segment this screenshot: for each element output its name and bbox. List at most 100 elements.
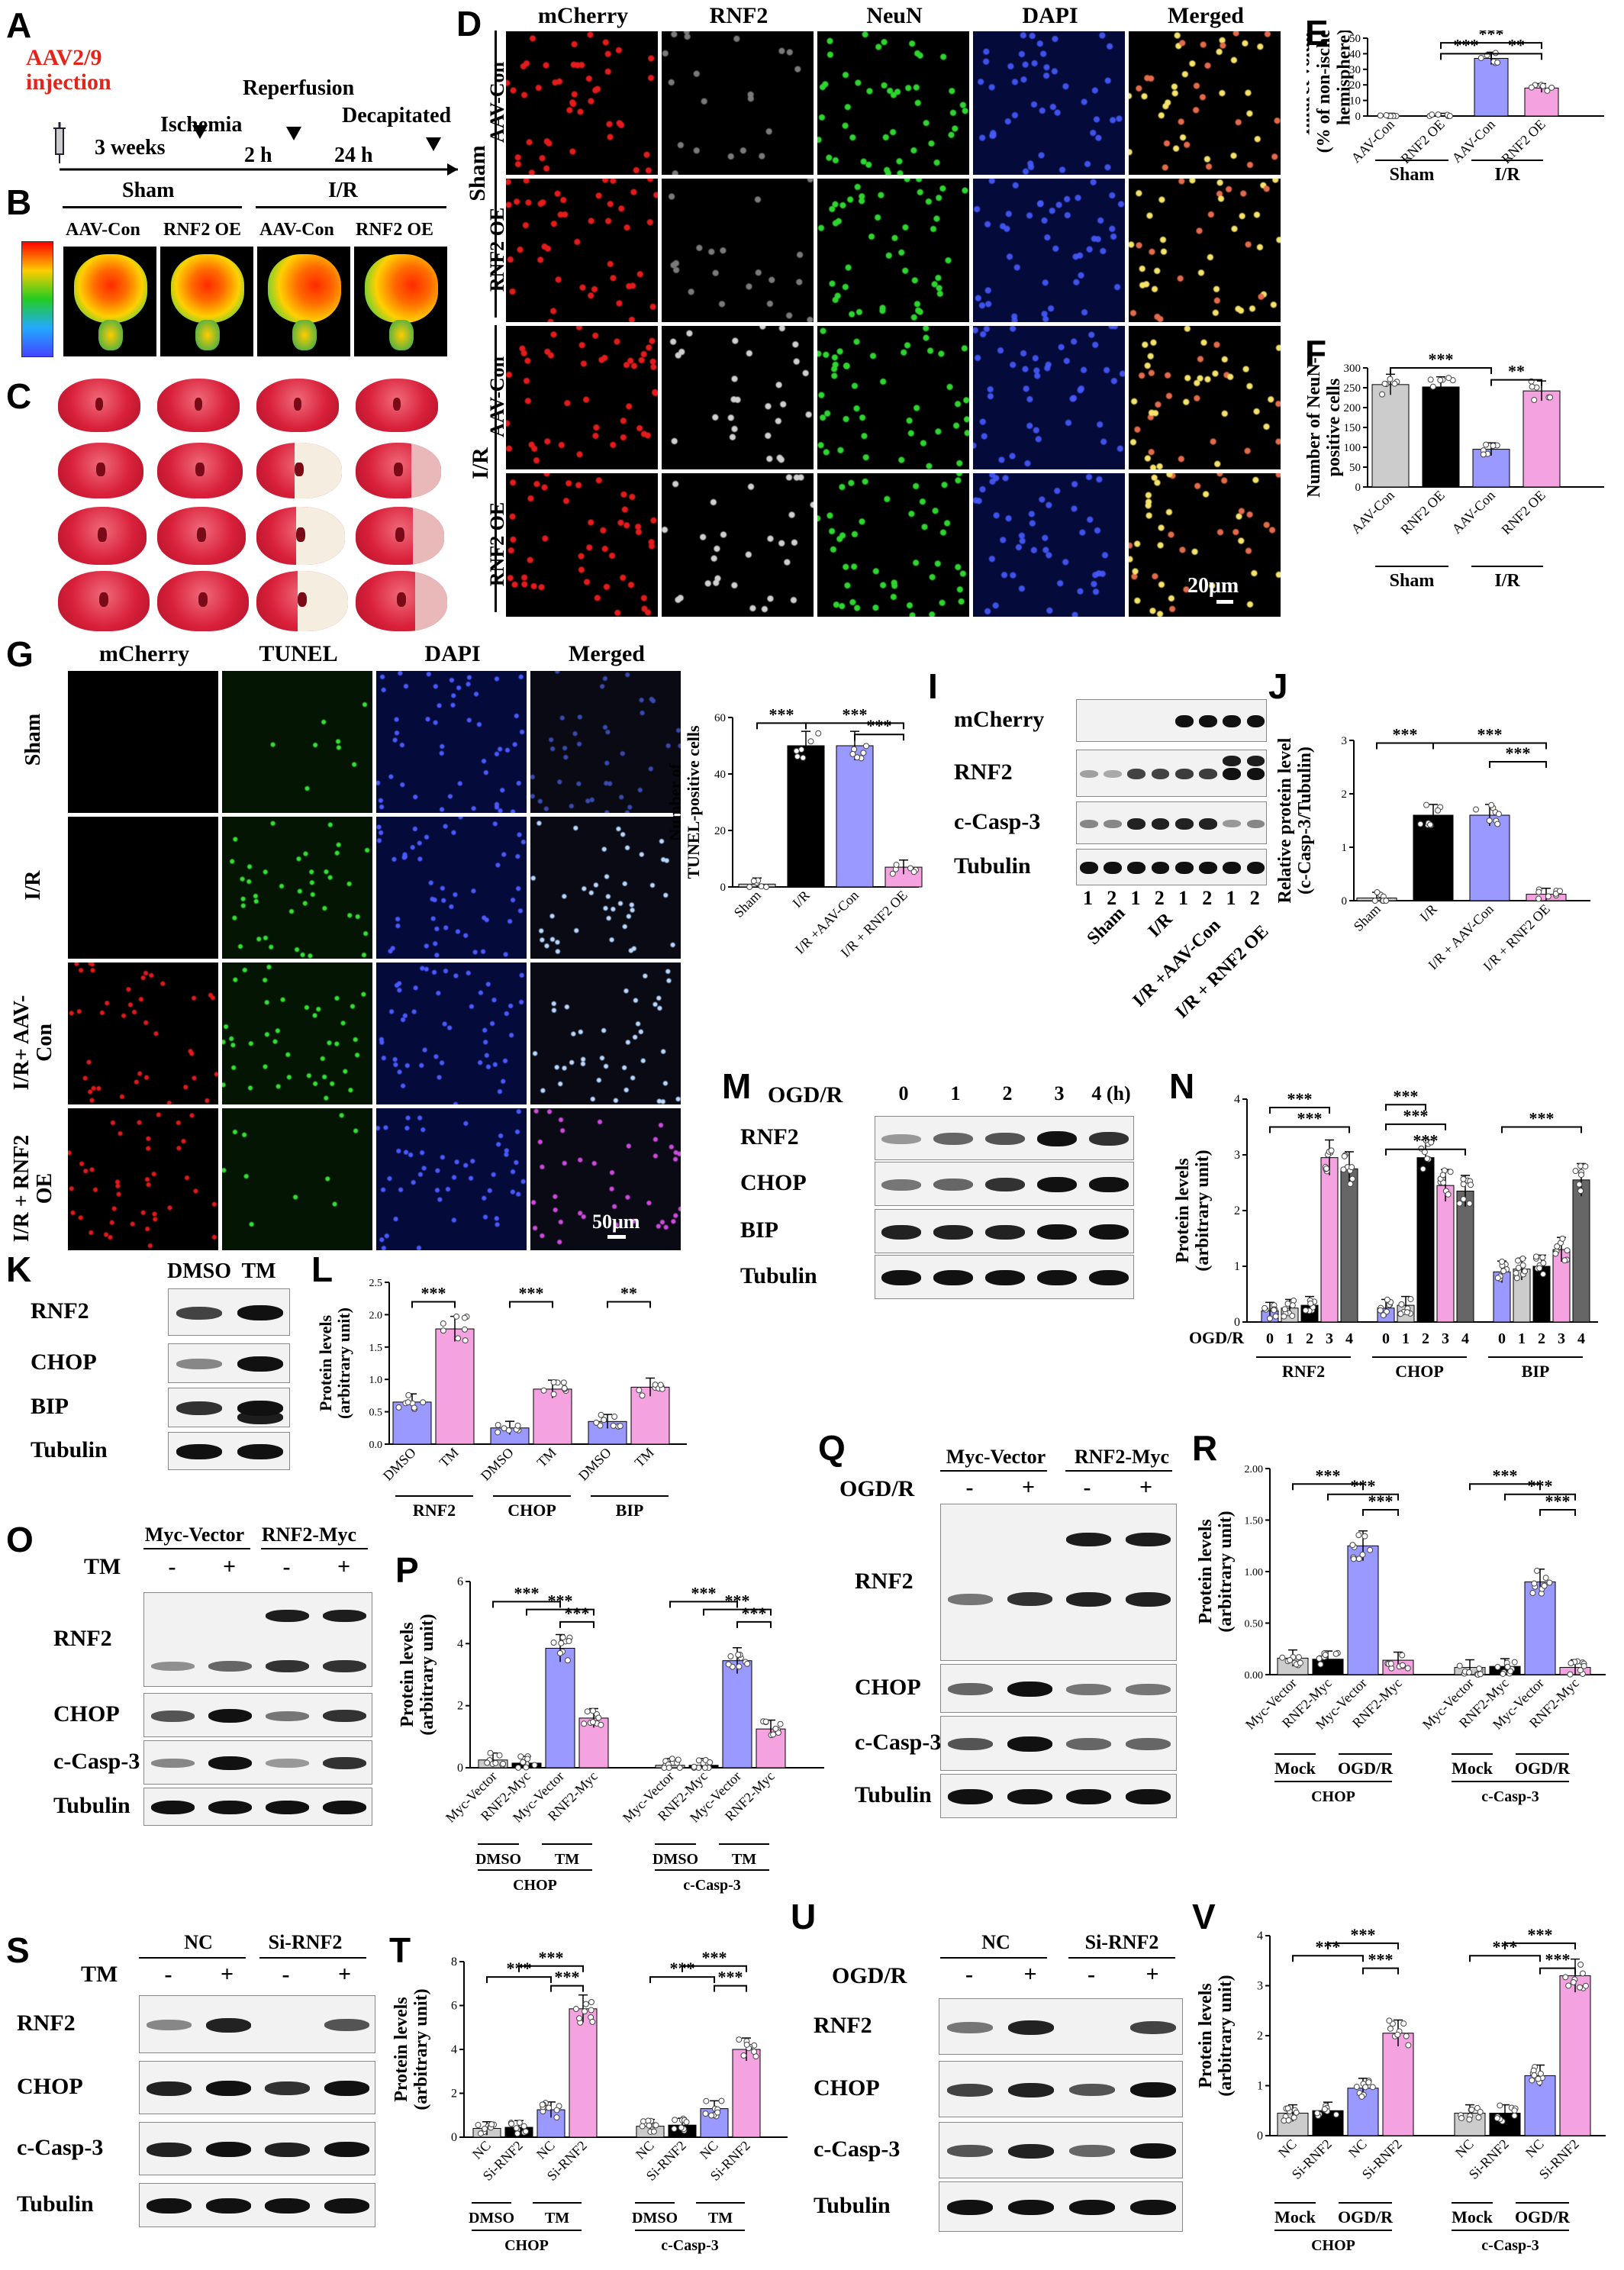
- group-label-c-casp-3: c-Casp-3: [683, 1877, 741, 1894]
- data-point: [1529, 1590, 1536, 1597]
- g-micrograph-tile: [67, 670, 219, 814]
- data-point: [1531, 2072, 1538, 2078]
- data-point: [576, 2015, 583, 2022]
- d-micrograph-tile: [972, 178, 1126, 323]
- blot-strip-tubulin: [939, 2181, 1183, 2232]
- blot-band: [147, 2198, 192, 2214]
- data-point: [1456, 1200, 1463, 1207]
- data-point: [1528, 84, 1535, 91]
- group-label-dmso: DMSO: [475, 1851, 521, 1868]
- ventricle-mark: [295, 462, 304, 476]
- data-point: [1568, 1660, 1574, 1667]
- time-point: 4 (h): [1091, 1082, 1131, 1104]
- blot-band: [1104, 862, 1122, 874]
- data-point: [588, 1998, 594, 2005]
- blot-label-bip: BIP: [31, 1394, 69, 1419]
- data-point: [572, 2006, 579, 2013]
- data-point: [639, 2123, 646, 2130]
- x-tick-label: Si-RNF2: [1536, 2136, 1582, 2182]
- blot-band: [1125, 1591, 1171, 1607]
- blot-strip-chop: [939, 2061, 1183, 2117]
- x-tick-label: I/R: [789, 888, 812, 911]
- significance-bracket: [669, 1601, 738, 1608]
- data-point: [617, 1423, 624, 1430]
- data-point: [652, 2122, 659, 2129]
- significance-stars: **: [1508, 35, 1525, 54]
- blot-band: [1066, 1683, 1112, 1695]
- data-point: [1317, 1661, 1324, 1668]
- panel-letter-l: L: [311, 1249, 334, 1289]
- data-point: [1271, 1307, 1278, 1314]
- y-tick-label: 1: [1342, 842, 1348, 854]
- ttc-slice: [157, 507, 246, 565]
- data-point: [1383, 111, 1390, 118]
- significance-bracket: [1469, 1483, 1541, 1491]
- blot-band: [946, 2083, 994, 2097]
- blot-band: [1037, 1270, 1077, 1285]
- data-point: [1349, 1175, 1356, 1182]
- y-tick-label: 300: [1344, 363, 1361, 375]
- data-point: [1435, 807, 1442, 814]
- blot-band: [985, 1133, 1025, 1145]
- data-point: [1466, 1200, 1473, 1207]
- data-point: [1529, 2077, 1535, 2084]
- data-point: [1547, 394, 1554, 401]
- group-label-mock: Mock: [1274, 1759, 1316, 1778]
- data-point: [566, 1637, 572, 1644]
- ttc-slice: [157, 443, 243, 498]
- data-point: [395, 1404, 402, 1411]
- group-rnf2-myc: RNF2-Myc: [1074, 1446, 1170, 1468]
- blot-band: [208, 1801, 252, 1814]
- data-point: [762, 1718, 769, 1725]
- treat-sign: +: [1146, 1962, 1159, 1987]
- y-tick-label: 4: [451, 2043, 457, 2056]
- bar: [545, 1647, 575, 1769]
- data-point: [1536, 1265, 1543, 1272]
- weeks-label: 3 weeks: [95, 136, 166, 160]
- data-point: [1290, 2114, 1297, 2121]
- x-tick-label: 1: [1518, 1330, 1526, 1347]
- significance-bracket: [805, 722, 904, 730]
- x-tick-label: 0: [1266, 1330, 1274, 1347]
- blot-band: [1007, 1736, 1052, 1752]
- data-point: [1577, 1172, 1584, 1179]
- x-tick-label: NC: [1345, 2136, 1370, 2161]
- chart-f-neun-cells: Number of NeuN-positive cells 0 50 100 150 20…: [1307, 350, 1604, 591]
- group-divider: [261, 1548, 368, 1549]
- g-micrograph-tile: [221, 1108, 373, 1251]
- g-row-i-r-rnf2-oe: I/R + RNF2 OE: [10, 1134, 56, 1243]
- group-label-dmso: DMSO: [469, 2210, 514, 2226]
- data-point: [640, 2118, 646, 2125]
- y-tick-label: 1.0: [369, 1375, 383, 1386]
- data-point: [487, 1749, 494, 1756]
- bar: [1413, 814, 1454, 901]
- significance-bracket: [649, 1976, 715, 1984]
- data-point: [1546, 1579, 1553, 1586]
- blot-band: [1089, 1132, 1129, 1146]
- g-micrograph-tile: [67, 816, 219, 959]
- panel-i-western-blot: mCherry RNF2 c-Casp-3 Tubulin 1 2 1 2 1 2 1 2 Sham I/…: [954, 687, 1274, 1022]
- brain-heat-blob: [365, 254, 438, 323]
- brain-heat-blob: [74, 254, 147, 323]
- blot-label-rnf2: RNF2: [954, 759, 1013, 785]
- data-point: [665, 1765, 672, 1771]
- y-tick-label: 0.5: [369, 1407, 383, 1419]
- data-point: [1561, 1257, 1568, 1264]
- y-tick-label: 6: [457, 1575, 463, 1588]
- data-point: [669, 1756, 675, 1762]
- significance-bracket: [526, 1608, 594, 1616]
- data-point: [520, 2123, 527, 2130]
- treat-sign: +: [337, 1554, 351, 1579]
- data-point: [746, 884, 753, 890]
- data-point: [770, 1731, 777, 1738]
- treat-sign: -: [965, 1962, 973, 1987]
- group-label-tm: TM: [708, 2210, 733, 2226]
- brain-stem-blob: [389, 320, 414, 350]
- significance-stars: ***: [1479, 31, 1504, 44]
- b-label-1: AAV-Con: [66, 220, 140, 240]
- group-divider: [1065, 1470, 1172, 1472]
- g-row-i-r: I/R: [21, 870, 45, 901]
- chart-r-rnf2-myc-ogdr: Protein levels(arbitrary unit) 0.00 0.50 1.…: [1196, 1464, 1606, 1805]
- data-point: [1332, 2111, 1339, 2118]
- data-point: [1562, 1974, 1569, 1981]
